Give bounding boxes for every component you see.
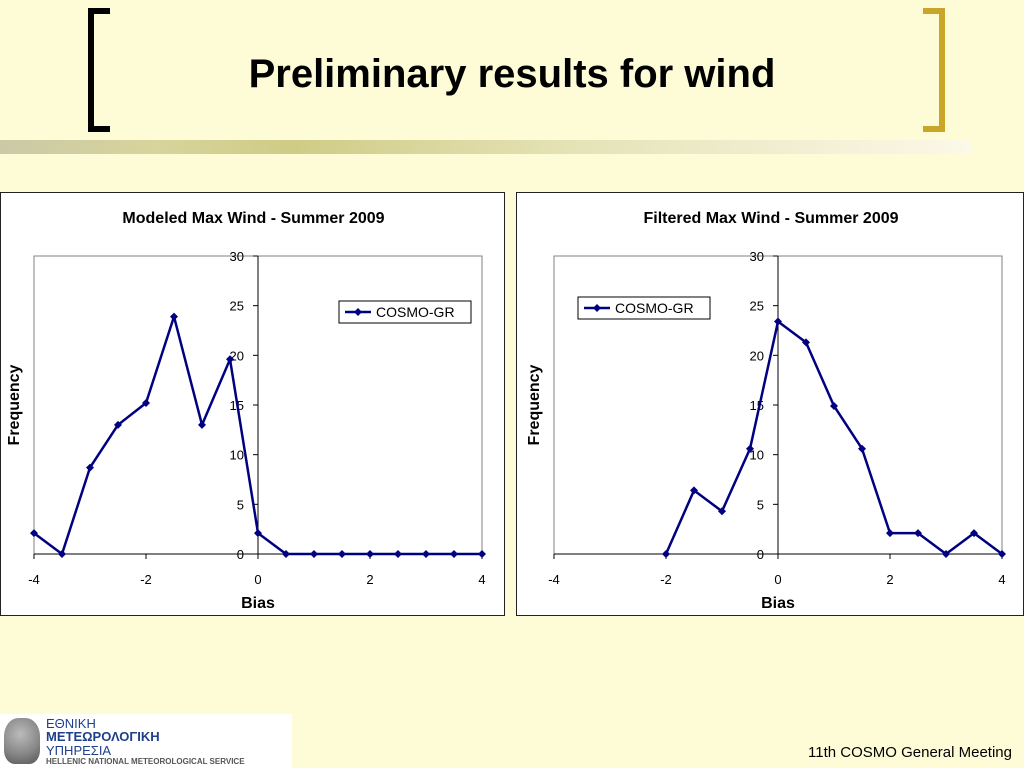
- right-bracket-decoration: [923, 8, 945, 132]
- x-tick-label: -2: [660, 572, 672, 587]
- data-point-marker: [802, 338, 810, 347]
- legend-box: [338, 300, 472, 324]
- footer-meeting-name: 11th COSMO General Meeting: [808, 744, 1012, 761]
- data-point-marker: [450, 550, 458, 558]
- data-point-marker: [58, 550, 66, 558]
- data-point-marker: [366, 550, 374, 558]
- y-tick-label: 10: [750, 448, 764, 463]
- x-tick-label: 0: [254, 572, 261, 587]
- y-axis-title: Frequency: [526, 364, 543, 445]
- x-tick-label: -2: [140, 572, 152, 587]
- x-tick-label: 2: [886, 572, 893, 587]
- hnms-logo: ΕΘΝΙΚΗ ΜΕΤΕΩΡΟΛΟΓΙΚΗ ΥΠΗΡΕΣΙΑ HELLENIC N…: [0, 714, 292, 768]
- y-tick-label: 20: [750, 348, 764, 363]
- data-point-marker: [254, 529, 262, 538]
- chart-title: Filtered Max Wind - Summer 2009: [643, 210, 898, 227]
- data-point-marker: [942, 550, 950, 558]
- data-point-marker: [86, 463, 94, 472]
- x-tick-label: -4: [28, 572, 40, 587]
- x-tick-label: 0: [774, 572, 781, 587]
- data-point-marker: [114, 420, 122, 429]
- chart-title: Modeled Max Wind - Summer 2009: [122, 210, 384, 227]
- y-tick-label: 0: [757, 547, 764, 562]
- x-tick-label: 4: [998, 572, 1005, 587]
- series-line-cosmo-gr: [664, 320, 1003, 556]
- y-tick-label: 30: [750, 249, 764, 264]
- legend-box: [577, 296, 711, 320]
- data-point-marker: [226, 355, 234, 364]
- chart-panel-filtered: Filtered Max Wind - Summer 2009 0 5 10 15 20 2…: [516, 192, 1024, 616]
- data-point-marker: [998, 550, 1006, 558]
- data-point-marker: [774, 317, 782, 326]
- data-point-marker: [662, 550, 670, 558]
- data-point-marker: [142, 399, 150, 408]
- legend-marker-swatch: [593, 304, 601, 312]
- x-tick-label: -4: [548, 572, 560, 587]
- logo-line-4: HELLENIC NATIONAL METEOROLOGICAL SERVICE: [46, 757, 245, 766]
- logo-line-3: ΥΠΗΡΕΣΙΑ: [46, 743, 112, 758]
- data-point-marker: [478, 550, 486, 558]
- data-point-marker: [282, 550, 290, 558]
- logo-bust-image: [4, 718, 40, 764]
- data-point-marker: [886, 529, 894, 538]
- legend-marker-swatch: [354, 308, 362, 316]
- logo-line-2: ΜΕΤΕΩΡΟΛΟΓΙΚΗ: [46, 729, 160, 744]
- title-underline-bar: [0, 140, 972, 154]
- data-point-marker: [858, 444, 866, 453]
- chart-panel-modeled: Modeled Max Wind - Summer 2009 0 5 10 15 20 25…: [0, 192, 505, 616]
- y-tick-label: 0: [237, 547, 244, 562]
- logo-line-1: ΕΘΝΙΚΗ: [46, 716, 96, 731]
- data-point-marker: [170, 312, 178, 321]
- data-point-marker: [746, 444, 754, 453]
- y-axis-title: Frequency: [6, 364, 23, 445]
- chart-filtered-max-wind: Filtered Max Wind - Summer 2009051015202…: [526, 210, 1006, 612]
- chart-modeled-max-wind: Modeled Max Wind - Summer 20090510152025…: [6, 210, 486, 612]
- data-point-marker: [970, 529, 978, 538]
- data-point-marker: [690, 486, 698, 495]
- x-tick-label: 2: [366, 572, 373, 587]
- data-point-marker: [394, 550, 402, 558]
- x-axis-title: Bias: [761, 595, 795, 612]
- data-point-marker: [310, 550, 318, 558]
- data-point-marker: [830, 401, 838, 410]
- slide-title: Preliminary results for wind: [248, 52, 776, 96]
- y-tick-label: 25: [750, 299, 764, 314]
- x-axis-title: Bias: [241, 595, 275, 612]
- data-point-marker: [30, 529, 38, 538]
- y-tick-label: 10: [230, 448, 244, 463]
- data-point-marker: [338, 550, 346, 558]
- left-bracket-decoration: [88, 8, 110, 132]
- data-point-marker: [718, 507, 726, 516]
- y-tick-label: 25: [230, 299, 244, 314]
- y-tick-label: 30: [230, 249, 244, 264]
- data-point-marker: [198, 420, 206, 429]
- legend-label: COSMO-GR: [615, 300, 694, 316]
- x-tick-label: 4: [478, 572, 485, 587]
- data-point-marker: [422, 550, 430, 558]
- y-tick-label: 5: [237, 497, 244, 512]
- data-point-marker: [914, 529, 922, 538]
- y-tick-label: 5: [757, 497, 764, 512]
- legend-label: COSMO-GR: [376, 304, 455, 320]
